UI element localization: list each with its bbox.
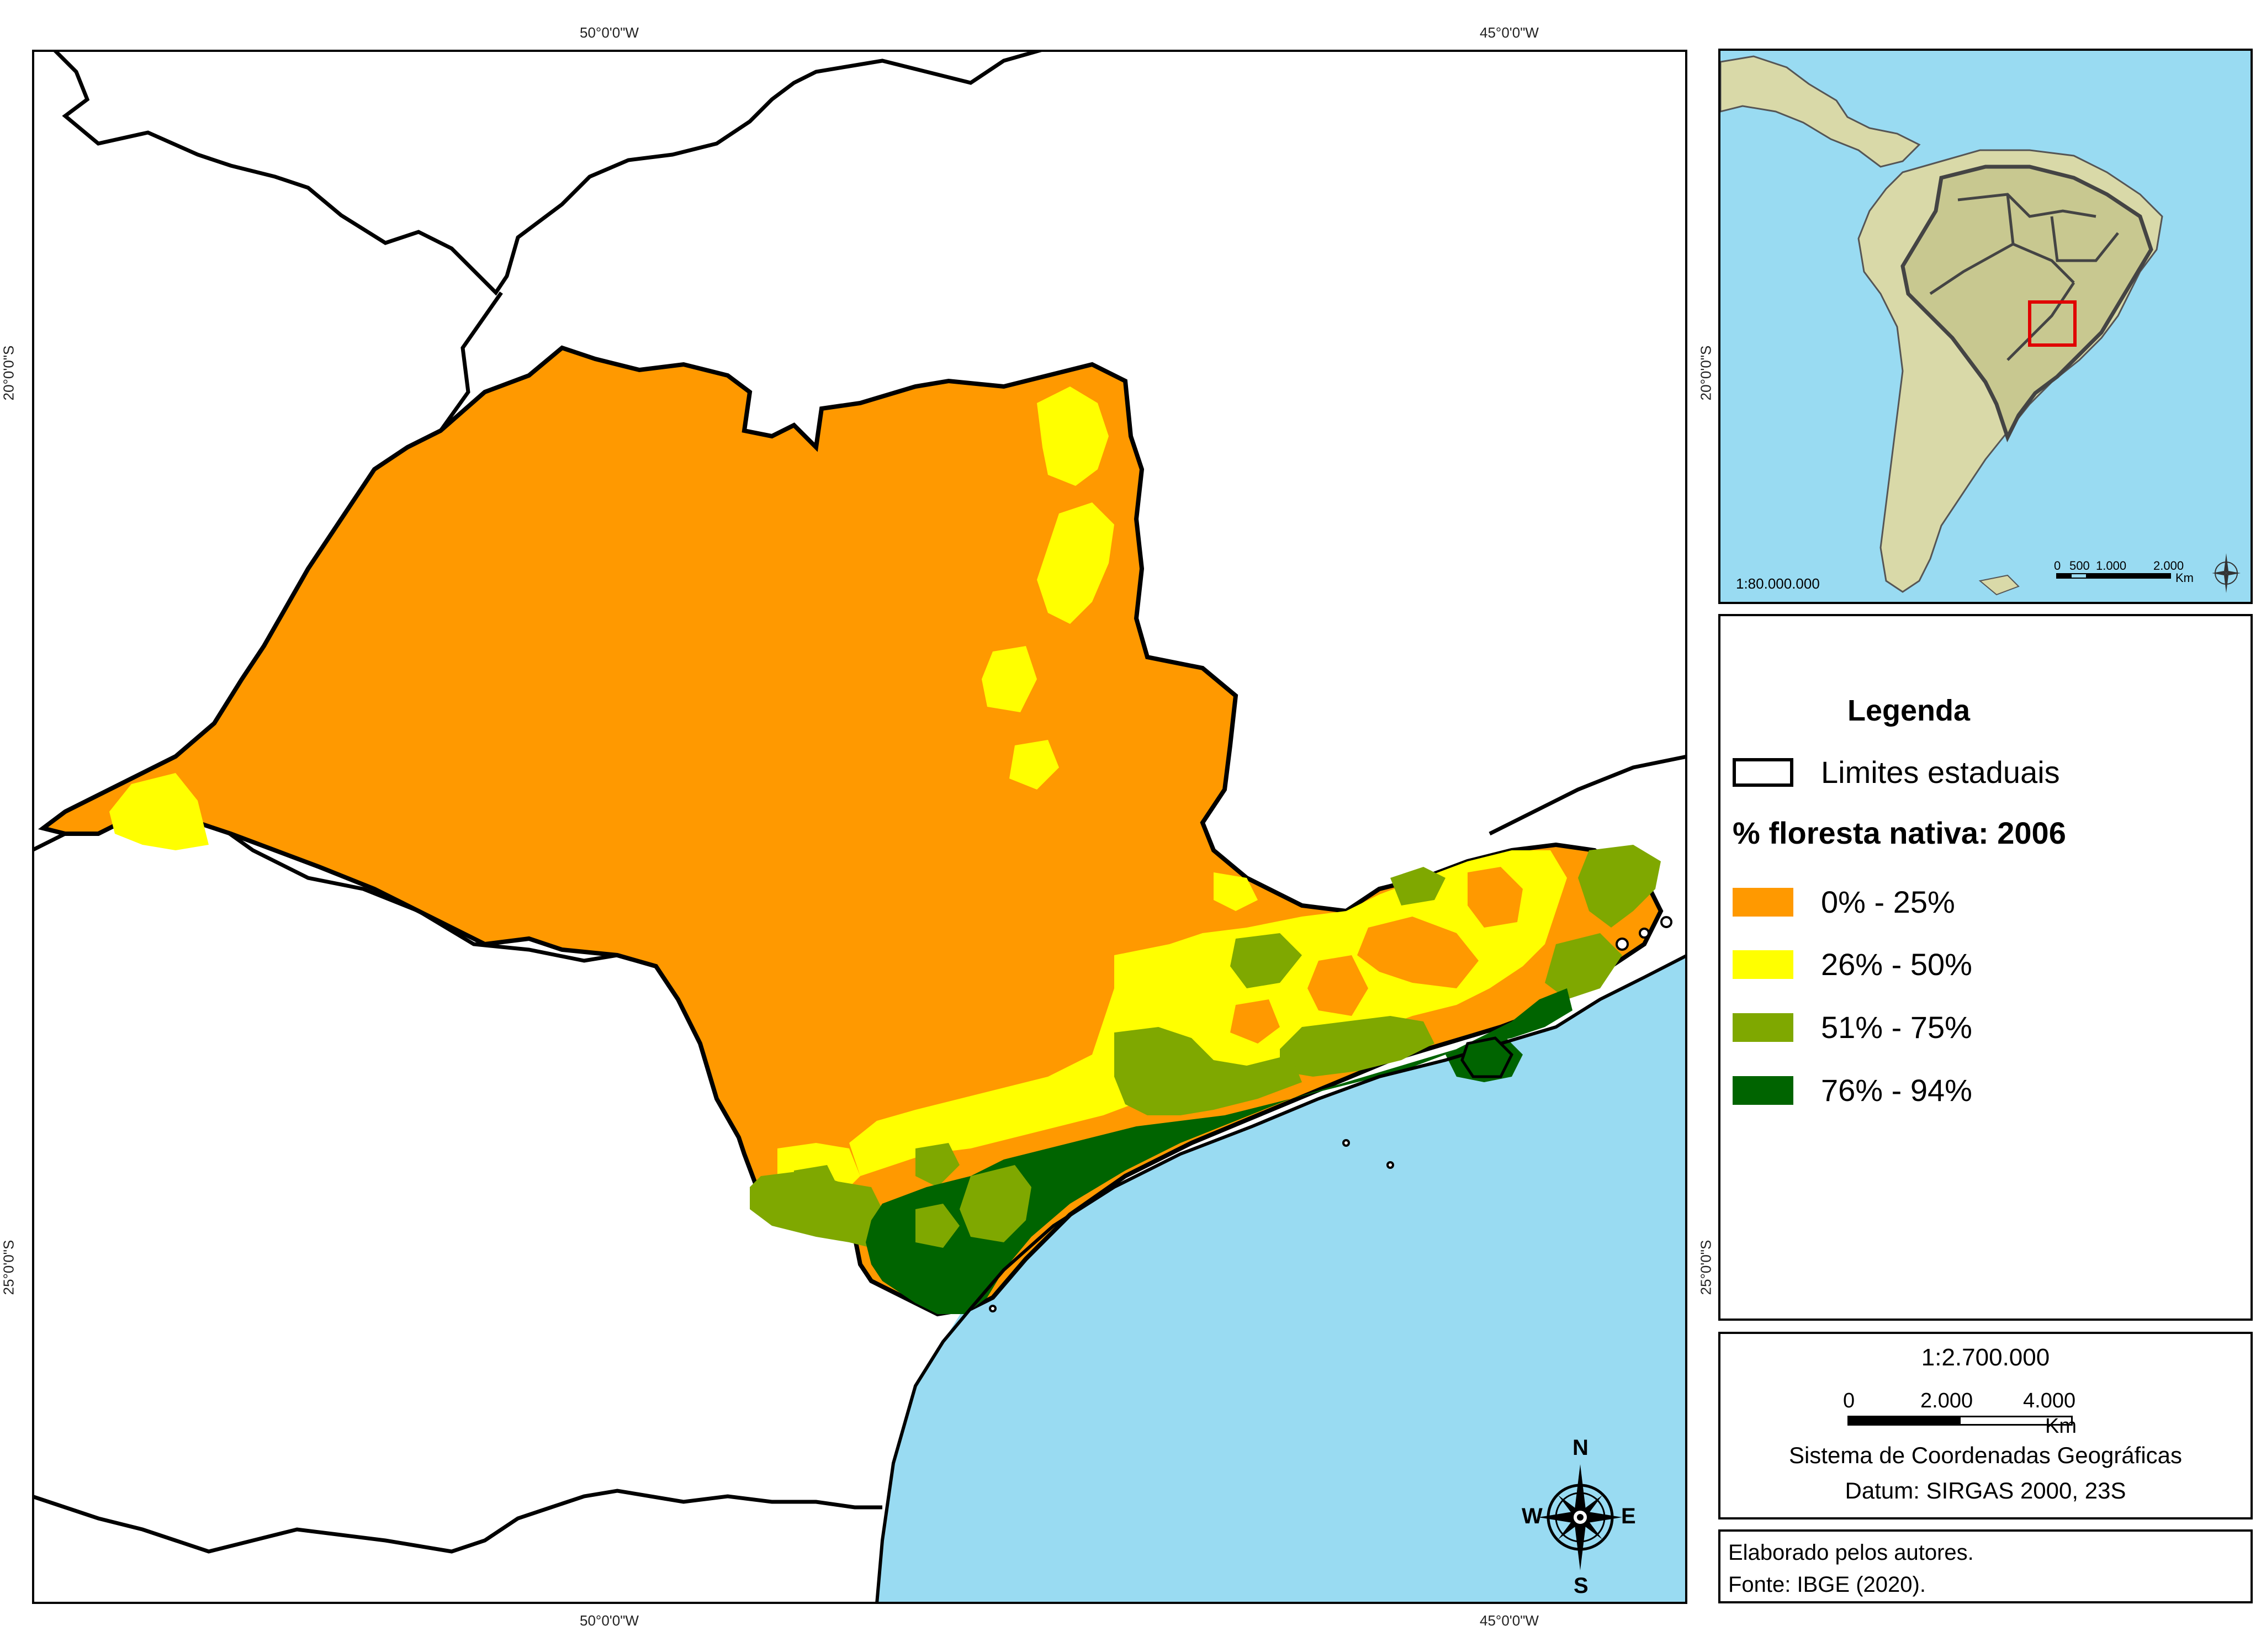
scale-panel: 1:2.700.000 0 2.000 4.000 Km Sistema de … [1718, 1332, 2253, 1519]
scale-bar-unit: Km [2045, 1415, 2077, 1438]
legend-panel: Legenda Limites estaduais % floresta nat… [1718, 614, 2253, 1321]
inset-scale-label: 1:80.000.000 [1736, 575, 1820, 592]
legend-swatch-class-3 [1733, 1013, 1793, 1042]
inset-map-panel: 1:80.000.000 0 500 1.000 2.000 Km [1718, 49, 2253, 604]
inset-bar-unit: Km [2175, 571, 2194, 585]
small-islands [989, 916, 1672, 1312]
inset-bar-graphic [2056, 573, 2171, 579]
compass-n-label: N [1572, 1436, 1588, 1460]
ocean [877, 955, 1687, 1604]
main-map-svg [32, 50, 1687, 1604]
inset-highlight-box [2028, 300, 2077, 347]
legend-row-class-4: 76% - 94% [1733, 1072, 1972, 1108]
compass-e-label: E [1621, 1504, 1636, 1528]
legend-row-state-limits: Limites estaduais [1733, 754, 2060, 790]
main-map [32, 50, 1687, 1604]
credits-line-2: Fonte: IBGE (2020). [1728, 1572, 1926, 1597]
credits-panel: Elaborado pelos autores. Fonte: IBGE (20… [1718, 1529, 2253, 1603]
scale-bar-label-2000: 2.000 [1920, 1389, 1973, 1412]
legend-swatch-class-1 [1733, 887, 1793, 917]
compass-s-label: S [1574, 1574, 1588, 1598]
class-0-25-islands [1230, 867, 1523, 1044]
legend-swatch-class-4 [1733, 1076, 1793, 1105]
scale-bar-graphic [1847, 1416, 2073, 1426]
legend-row-class-1: 0% - 25% [1733, 884, 1955, 920]
inset-bar-label-1000: 1.000 [2096, 559, 2127, 573]
coord-left-s20: 20°0'0"S [0, 345, 17, 401]
inset-brazil [1900, 165, 2153, 443]
legend-forest-heading: % floresta nativa: 2006 [1733, 816, 2066, 850]
coord-right-s25: 25°0'0"S [1697, 1240, 1714, 1295]
scale-ratio: 1:2.700.000 [1921, 1344, 2050, 1371]
legend-row-class-2: 26% - 50% [1733, 946, 1972, 982]
legend-label-class-1: 0% - 25% [1821, 885, 1955, 919]
legend-title: Legenda [1847, 694, 1971, 727]
compass-w-label: W [1522, 1504, 1543, 1528]
inset-map-svg [1720, 51, 2251, 602]
inset-central-america [1720, 55, 1921, 168]
inset-scale-bar: 0 500 1.000 2.000 Km [2054, 559, 2198, 585]
scale-bar: 0 2.000 4.000 Km [1843, 1389, 2124, 1438]
coord-top-w50: 50°0'0"W [580, 24, 639, 41]
inset-bar-label-2000: 2.000 [2153, 559, 2184, 573]
legend-label-class-4: 76% - 94% [1821, 1073, 1972, 1108]
inset-brazil-states [1929, 193, 2119, 361]
legend-swatch-class-2 [1733, 950, 1793, 979]
legend-label-state-limits: Limites estaduais [1821, 755, 2060, 790]
compass-icon [1538, 1464, 1622, 1570]
inset-bar-label-0: 0 [2054, 559, 2061, 573]
main-map-frame [32, 50, 1687, 1604]
class-51-75-islands [915, 1165, 1031, 1248]
scale-bar-label-4000: 4.000 [2023, 1389, 2076, 1412]
class-51-75-zones [750, 845, 1661, 1248]
coord-top-w45: 45°0'0"W [1480, 24, 1539, 41]
coord-bottom-w50: 50°0'0"W [580, 1612, 639, 1629]
islands [1460, 1036, 1514, 1078]
coord-left-s25: 25°0'0"S [0, 1240, 17, 1295]
inset-compass-icon [2212, 553, 2241, 593]
inset-bar-label-500: 500 [2069, 559, 2090, 573]
legend-row-class-3: 51% - 75% [1733, 1009, 1972, 1045]
crs-label: Sistema de Coordenadas Geográficas [1788, 1442, 2183, 1468]
coord-right-s20: 20°0'0"S [1697, 345, 1714, 401]
legend-label-class-2: 26% - 50% [1821, 947, 1972, 982]
scale-bar-label-0: 0 [1843, 1389, 1855, 1412]
coastline [875, 954, 1687, 1604]
datum-label: Datum: SIRGAS 2000, 23S [1845, 1478, 2126, 1503]
coord-bottom-w45: 45°0'0"W [1480, 1612, 1539, 1629]
legend-swatch-state-limits [1733, 758, 1793, 787]
credits-line-1: Elaborado pelos autores. [1728, 1540, 1974, 1565]
compass-rose: N S W E [1522, 1436, 1636, 1601]
legend-label-class-3: 51% - 75% [1821, 1010, 1972, 1045]
